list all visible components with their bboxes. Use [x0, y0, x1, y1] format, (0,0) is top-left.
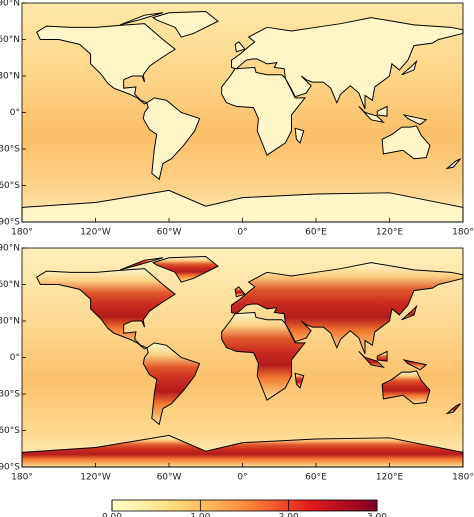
lat-label: 30°N — [0, 72, 20, 82]
lon-label: 60°W — [157, 228, 182, 238]
lon-label: 60°E — [305, 473, 327, 483]
lat-label: 60°N — [0, 280, 20, 290]
lat-label: 30°S — [0, 145, 20, 155]
lat-label: 60°N — [0, 35, 20, 45]
colorbar-fill — [111, 499, 378, 512]
colorbar-label: 0.00 — [102, 513, 122, 517]
lat-label: 60°S — [0, 181, 20, 191]
colorbar: 0.00 1.00 2.00 3.00 — [102, 499, 387, 517]
lat-label: 90°N — [0, 0, 20, 9]
lat-label: 0° — [10, 353, 20, 363]
lon-label: 120°W — [80, 473, 111, 483]
lon-label: 60°E — [305, 228, 327, 238]
lon-label: 120°E — [376, 228, 404, 238]
lat-label: 30°N — [0, 317, 20, 327]
lon-label: 180° — [452, 473, 474, 483]
lat-label: 30°S — [0, 390, 20, 400]
lat-label: 90°S — [0, 218, 20, 228]
lon-label: 180° — [11, 473, 33, 483]
map-bottom — [21, 247, 464, 468]
lat-label: 90°N — [0, 244, 20, 254]
lon-label: 180° — [11, 228, 33, 238]
lon-label: 120°E — [376, 473, 404, 483]
map-top — [21, 2, 464, 223]
lat-label: 0° — [10, 108, 20, 118]
lon-label: 60°W — [157, 473, 182, 483]
colorbar-label: 1.00 — [190, 513, 210, 517]
colorbar-label: 3.00 — [367, 513, 387, 517]
colorbar-label: 2.00 — [279, 513, 299, 517]
axis-labels: 180° 120°W 60°W 0° 60°E 120°E 180° 90°N 60°N 30°N… — [0, 0, 474, 483]
lat-label: 90°S — [0, 463, 20, 473]
lon-label: 180° — [452, 228, 474, 238]
lon-label: 0° — [237, 228, 247, 238]
lat-label: 60°S — [0, 426, 20, 436]
lon-label: 120°W — [80, 228, 111, 238]
lon-label: 0° — [237, 473, 247, 483]
